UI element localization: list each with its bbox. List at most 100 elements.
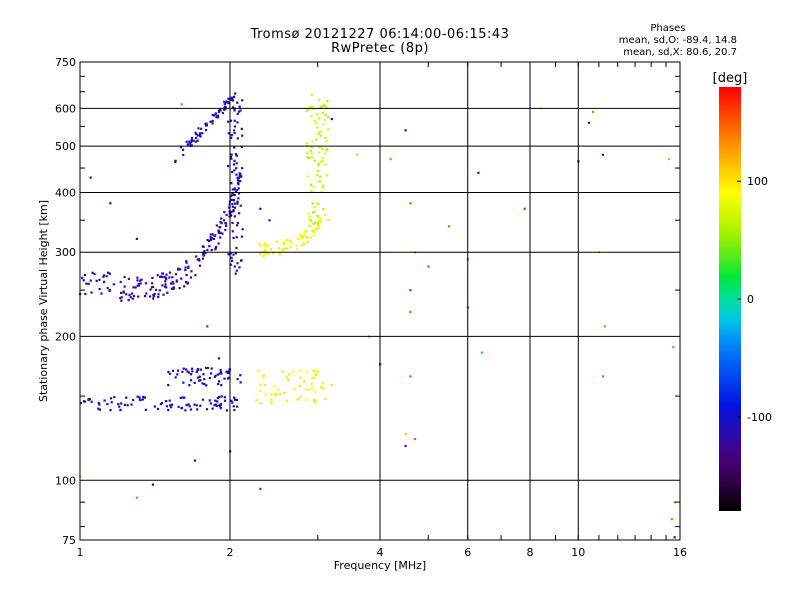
data-point (215, 404, 218, 407)
data-point (310, 146, 314, 149)
y-tick-label: 500 (55, 140, 76, 153)
data-point (227, 97, 230, 100)
grid-lines (80, 62, 680, 540)
data-point (140, 278, 143, 281)
data-point (201, 382, 204, 385)
data-point (172, 282, 175, 285)
data-point (226, 371, 229, 374)
data-point (220, 217, 223, 220)
data-point (98, 278, 101, 281)
data-point (257, 242, 261, 246)
data-point (90, 291, 93, 294)
data-point (316, 169, 319, 172)
data-point (171, 276, 174, 279)
data-point (181, 148, 185, 151)
data-point (307, 212, 310, 215)
data-point (112, 283, 115, 286)
data-point (230, 157, 233, 160)
data-point (130, 292, 134, 295)
data-point (308, 388, 311, 391)
data-point (413, 437, 417, 441)
data-point (132, 286, 135, 289)
data-point (240, 235, 244, 238)
data-point (156, 274, 159, 277)
data-point (299, 376, 302, 379)
data-point (234, 190, 238, 193)
data-point (237, 110, 241, 113)
data-point (85, 282, 88, 285)
data-point (316, 126, 319, 129)
data-point (205, 124, 209, 127)
data-point (286, 399, 289, 402)
data-point (230, 96, 233, 99)
data-point (324, 149, 328, 152)
data-point (601, 375, 605, 378)
data-point (240, 259, 243, 262)
data-point (318, 146, 321, 149)
data-point (198, 379, 201, 382)
data-point (311, 376, 314, 380)
data-point (217, 229, 220, 232)
data-point (164, 280, 167, 283)
data-point (164, 285, 167, 288)
data-point (326, 128, 330, 131)
data-point (214, 112, 218, 115)
data-point (235, 224, 239, 227)
data-point (670, 517, 673, 521)
data-point (235, 398, 239, 402)
data-point (219, 369, 222, 372)
data-point (187, 266, 190, 270)
data-point (317, 162, 320, 165)
data-point (193, 403, 196, 406)
data-point (231, 170, 234, 174)
data-point (303, 380, 306, 383)
data-point (239, 381, 242, 384)
data-point (239, 204, 242, 207)
data-point (672, 346, 675, 349)
data-point (199, 132, 202, 135)
data-point (180, 407, 183, 410)
data-point (168, 372, 171, 375)
data-point (220, 384, 223, 387)
data-point (118, 405, 121, 408)
data-point (204, 252, 207, 255)
data-point (203, 378, 206, 381)
data-point (206, 238, 209, 242)
data-point (214, 245, 218, 249)
data-point (404, 444, 407, 448)
data-point (318, 98, 321, 102)
data-point (214, 374, 217, 377)
data-point (171, 280, 174, 283)
data-point (80, 276, 84, 280)
data-point (127, 277, 130, 281)
x-tick-label: 1 (77, 546, 84, 559)
data-point (236, 188, 239, 192)
data-point (159, 403, 163, 406)
data-point (303, 231, 306, 234)
data-point (269, 248, 273, 251)
data-point (587, 121, 591, 124)
data-point (237, 197, 240, 200)
data-point (190, 373, 193, 376)
data-point (303, 234, 306, 237)
data-point (163, 275, 166, 279)
data-point (204, 366, 208, 370)
data-point (233, 398, 236, 401)
data-point (103, 399, 106, 402)
data-point (168, 276, 171, 279)
data-point (182, 367, 185, 370)
data-point (302, 243, 305, 246)
data-point (266, 244, 269, 247)
data-point (259, 383, 262, 386)
data-point (219, 370, 223, 373)
data-point (139, 398, 142, 402)
data-point (299, 234, 302, 237)
data-point (324, 136, 327, 140)
data-point (209, 120, 212, 123)
data-point (185, 273, 188, 277)
data-point (239, 374, 242, 377)
data-point (241, 99, 244, 102)
data-point (313, 229, 316, 232)
data-point (180, 103, 183, 106)
data-point (317, 117, 320, 120)
